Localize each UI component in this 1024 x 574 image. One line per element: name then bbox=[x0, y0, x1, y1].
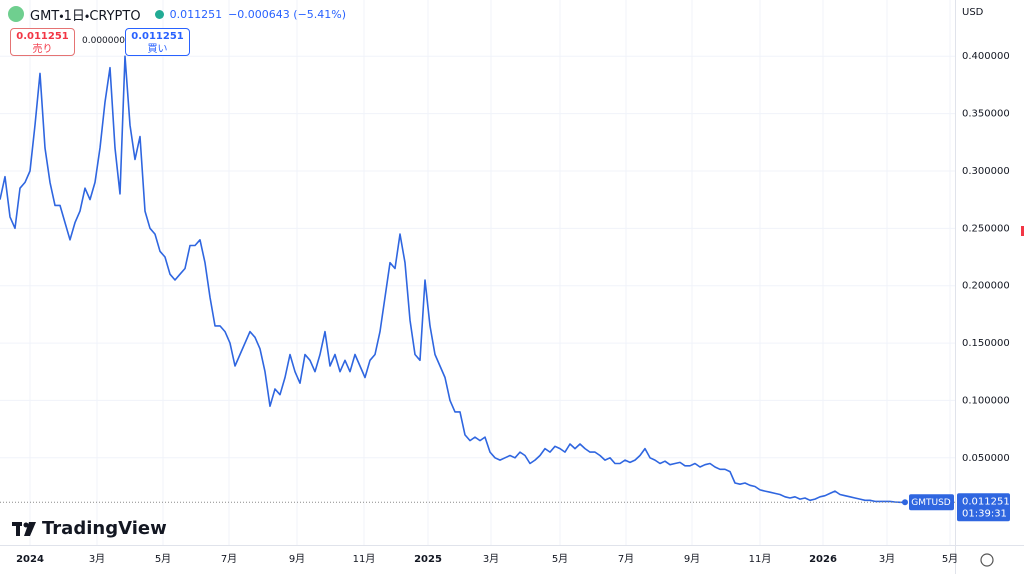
header: GMT・1日・CRYPTO 0.011251 −0.000643 (−5.41%… bbox=[8, 4, 346, 24]
x-tick-label: 5月 bbox=[552, 553, 568, 565]
y-tick-label: 0.400000 bbox=[962, 51, 1010, 62]
countdown: 01:39:31 bbox=[962, 508, 1007, 519]
x-tick-label: 3月 bbox=[879, 553, 895, 565]
x-tick-label: 5月 bbox=[155, 553, 171, 565]
x-tick-label: 11月 bbox=[749, 553, 772, 565]
y-tick-label: 0.050000 bbox=[962, 453, 1010, 464]
y-tick-label: 0.150000 bbox=[962, 338, 1010, 349]
spread: 0.000000 bbox=[82, 36, 125, 46]
x-tick-label: 7月 bbox=[618, 553, 634, 565]
header-change: −0.000643 (−5.41%) bbox=[228, 7, 347, 21]
x-tick-label: 2026 bbox=[809, 554, 837, 565]
x-tick-label: 9月 bbox=[684, 553, 700, 565]
sell-label: 売り bbox=[32, 44, 53, 55]
brand-icon bbox=[12, 521, 36, 536]
x-tick-label: 2024 bbox=[16, 554, 44, 565]
brand-text: TradingView bbox=[42, 518, 167, 539]
y-tick-label: 0.300000 bbox=[962, 166, 1010, 177]
buy-price: 0.011251 bbox=[131, 31, 184, 42]
y-tick-label: 0.250000 bbox=[962, 223, 1010, 234]
symbol-tag bbox=[909, 494, 954, 511]
last-point bbox=[902, 499, 908, 506]
symbol-title[interactable]: GMT・1日・CRYPTO bbox=[30, 8, 141, 24]
sell-price: 0.011251 bbox=[16, 31, 69, 42]
buy-label: 買い bbox=[147, 44, 168, 55]
status-dot bbox=[154, 9, 164, 19]
symbol-tag-label: GMTUSD bbox=[911, 498, 951, 508]
y-tick-label: 0.350000 bbox=[962, 109, 1010, 120]
price-tag bbox=[957, 493, 1010, 522]
currency[interactable]: USD bbox=[962, 7, 984, 18]
y-tick-label: 0.100000 bbox=[962, 395, 1010, 406]
header-price: 0.011251 bbox=[169, 7, 223, 21]
x-tick-label: 3月 bbox=[483, 553, 499, 565]
x-tick-label: 2025 bbox=[414, 554, 442, 565]
x-tick-label: 9月 bbox=[289, 553, 305, 565]
x-tick-label: 7月 bbox=[221, 553, 237, 565]
price-line bbox=[0, 55, 905, 504]
x-tick-label: 5月 bbox=[942, 553, 958, 565]
sell-button[interactable]: 0.011251 売り bbox=[10, 28, 75, 56]
y-tick-label: 0.200000 bbox=[962, 281, 1010, 292]
buy-button[interactable]: 0.011251 買い bbox=[125, 28, 190, 56]
symbol-logo bbox=[8, 6, 24, 22]
x-tick-label: 11月 bbox=[353, 553, 376, 565]
x-tick-label: 3月 bbox=[89, 553, 105, 565]
settings-icon[interactable] bbox=[980, 553, 994, 567]
brand: TradingView bbox=[12, 518, 167, 539]
edge-marker bbox=[1021, 226, 1024, 236]
price-tag-label: 0.011251 bbox=[962, 496, 1010, 507]
